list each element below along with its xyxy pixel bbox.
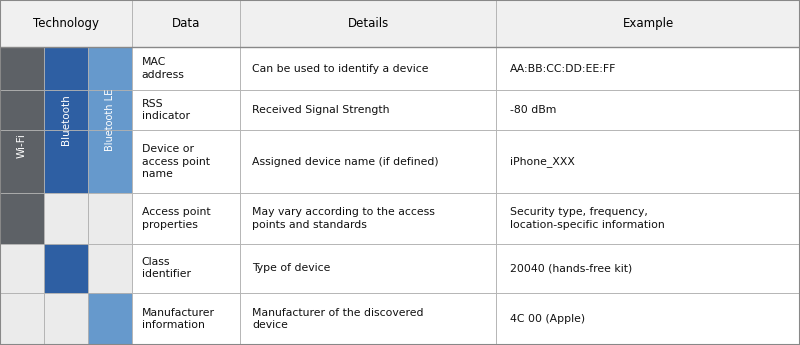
Bar <box>132 293 240 345</box>
Bar <box>132 90 240 130</box>
Bar <box>496 0 800 47</box>
Bar <box>132 244 240 293</box>
Bar <box>240 130 496 193</box>
Bar <box>44 193 88 244</box>
Bar <box>0 0 132 47</box>
Bar <box>88 90 132 130</box>
Text: Type of device: Type of device <box>252 263 330 273</box>
Bar <box>240 193 496 244</box>
Bar <box>44 90 88 130</box>
Bar <box>0 90 44 130</box>
Text: RSS
indicator: RSS indicator <box>142 99 190 121</box>
Text: Assigned device name (if defined): Assigned device name (if defined) <box>252 157 438 167</box>
Text: iPhone_XXX: iPhone_XXX <box>510 156 575 167</box>
Text: Data: Data <box>172 17 200 30</box>
Bar <box>496 193 800 244</box>
Bar <box>44 47 88 90</box>
Bar <box>88 244 132 293</box>
Bar <box>44 130 88 193</box>
Bar <box>132 47 240 90</box>
Bar <box>240 47 496 90</box>
Text: Bluetooth LE: Bluetooth LE <box>105 89 115 151</box>
Text: Can be used to identify a device: Can be used to identify a device <box>252 63 429 73</box>
Text: Example: Example <box>622 17 674 30</box>
Bar <box>496 47 800 90</box>
Text: Details: Details <box>347 17 389 30</box>
Text: Class
identifier: Class identifier <box>142 257 190 279</box>
Bar <box>240 293 496 345</box>
Bar <box>496 244 800 293</box>
Text: Wi-Fi: Wi-Fi <box>17 133 27 158</box>
Bar <box>132 130 240 193</box>
Bar <box>44 244 88 293</box>
Bar <box>132 0 240 47</box>
Text: 20040 (hands-free kit): 20040 (hands-free kit) <box>510 263 633 273</box>
Text: Device or
access point
name: Device or access point name <box>142 144 210 179</box>
Text: AA:BB:CC:DD:EE:FF: AA:BB:CC:DD:EE:FF <box>510 63 617 73</box>
Text: Access point
properties: Access point properties <box>142 207 210 230</box>
Bar <box>0 244 44 293</box>
Text: MAC
address: MAC address <box>142 57 185 80</box>
Bar <box>240 90 496 130</box>
Text: May vary according to the access
points and standards: May vary according to the access points … <box>252 207 435 230</box>
Bar <box>0 193 44 244</box>
Bar <box>44 293 88 345</box>
Text: 4C 00 (Apple): 4C 00 (Apple) <box>510 314 586 324</box>
Bar <box>0 293 44 345</box>
Text: Manufacturer of the discovered
device: Manufacturer of the discovered device <box>252 308 423 330</box>
Bar <box>240 0 496 47</box>
Bar <box>132 193 240 244</box>
Bar <box>0 47 44 90</box>
Text: -80 dBm: -80 dBm <box>510 105 557 115</box>
Bar <box>88 293 132 345</box>
Bar <box>496 90 800 130</box>
Bar <box>88 130 132 193</box>
Bar <box>0 130 44 193</box>
Text: Technology: Technology <box>33 17 99 30</box>
Text: Security type, frequency,
location-specific information: Security type, frequency, location-speci… <box>510 207 665 230</box>
Bar <box>88 193 132 244</box>
Bar <box>88 47 132 90</box>
Text: Manufacturer
information: Manufacturer information <box>142 308 214 330</box>
Text: Bluetooth: Bluetooth <box>61 95 71 146</box>
Text: Received Signal Strength: Received Signal Strength <box>252 105 390 115</box>
Bar <box>240 244 496 293</box>
Bar <box>496 293 800 345</box>
Bar <box>496 130 800 193</box>
